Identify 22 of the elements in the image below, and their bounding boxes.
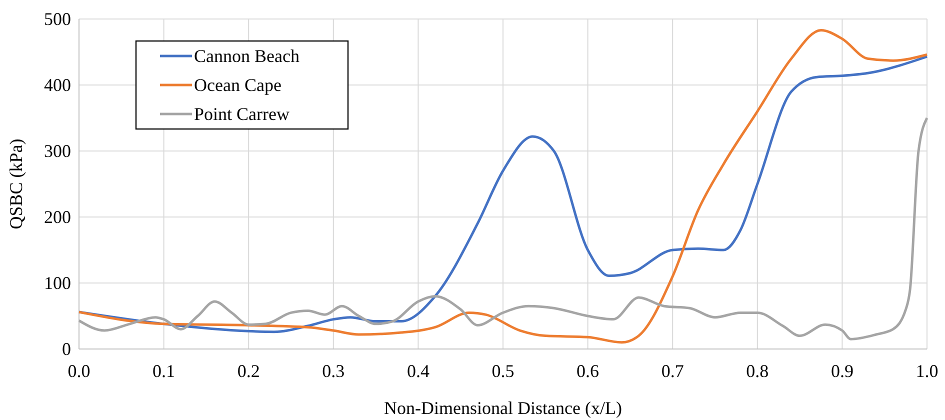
y-tick-label: 500 [44, 9, 71, 29]
x-tick-label: 0.3 [322, 361, 345, 381]
y-tick-label: 100 [44, 273, 71, 293]
legend-label: Point Carrew [194, 104, 290, 124]
x-tick-label: 0.6 [576, 361, 600, 381]
x-tick-label: 0.8 [746, 361, 769, 381]
x-tick-label: 0.9 [830, 361, 854, 381]
x-tick-label: 0.2 [237, 361, 260, 381]
x-tick-label: 0.1 [152, 361, 176, 381]
x-tick-label: 0.0 [68, 361, 90, 381]
legend-label: Ocean Cape [194, 75, 282, 95]
x-tick-label: 0.7 [661, 361, 684, 381]
legend-label: Cannon Beach [194, 46, 300, 66]
y-axis-title: QSBC (kPa) [6, 138, 26, 230]
y-tick-label: 200 [44, 207, 71, 227]
y-tick-label: 400 [44, 75, 71, 95]
x-tick-label: 0.5 [492, 361, 514, 381]
x-tick-label: 1.0 [916, 361, 938, 381]
x-tick-label: 0.4 [406, 361, 430, 381]
y-tick-label: 0 [62, 339, 71, 359]
y-tick-label: 300 [44, 141, 71, 161]
x-axis-title: Non-Dimensional Distance (x/L) [384, 398, 622, 418]
